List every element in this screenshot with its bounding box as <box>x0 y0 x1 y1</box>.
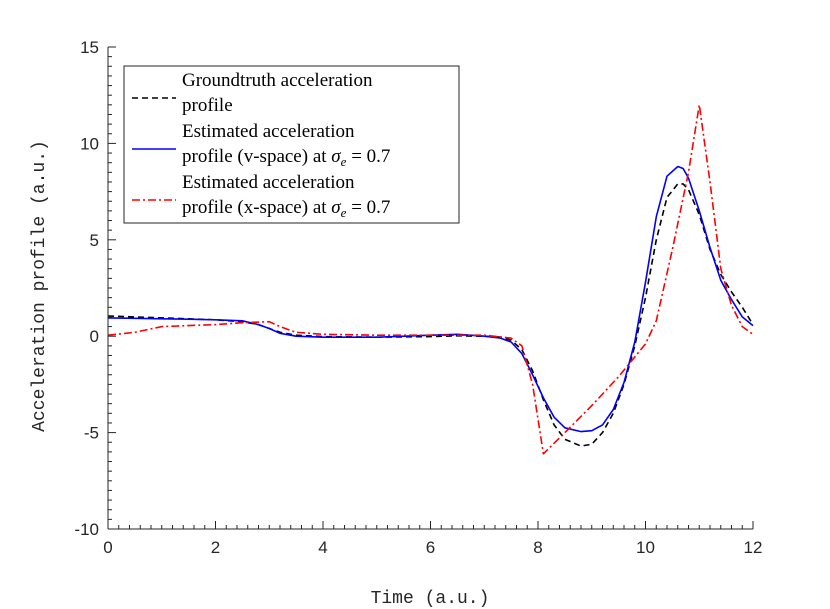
x-tick-label: 2 <box>211 538 220 557</box>
legend-label-0-line2: profile <box>182 95 233 116</box>
x-tick-label: 12 <box>744 538 763 557</box>
x-tick-label: 8 <box>533 538 542 557</box>
legend-label-2-line1: Estimated acceleration <box>182 172 355 193</box>
legend-label-1-line2: profile (v-space) at σe = 0.7 <box>182 146 390 169</box>
y-tick-label: 0 <box>90 327 99 346</box>
legend: Groundtruth acceleration profile Estimated… <box>123 65 460 224</box>
x-tick-label: 6 <box>426 538 435 557</box>
y-tick-label: 10 <box>80 134 99 153</box>
y-axis-label: Acceleration profile (a.u.) <box>30 140 50 432</box>
legend-label-1-line1: Estimated acceleration <box>182 121 355 142</box>
ticks: 0 2 4 6 8 10 12 -10 -5 0 5 10 15 <box>74 38 762 557</box>
legend-label-0-line1: Groundtruth acceleration <box>182 70 373 91</box>
legend-label-2-line2: profile (x-space) at σe = 0.7 <box>182 197 390 220</box>
x-tick-label: 0 <box>103 538 112 557</box>
y-tick-label: 15 <box>80 38 99 57</box>
series-line-1 <box>107 165 754 433</box>
legend-box <box>123 65 460 224</box>
plot-lines <box>107 104 754 455</box>
series-line-2 <box>107 104 754 455</box>
x-tick-label: 4 <box>318 538 327 557</box>
x-tick-label: 10 <box>636 538 655 557</box>
x-axis-label: Time (a.u.) <box>371 589 490 609</box>
y-tick-label: -10 <box>74 520 99 539</box>
y-tick-label: -5 <box>84 424 99 443</box>
series-line-0 <box>107 183 754 447</box>
y-tick-label: 5 <box>90 231 99 250</box>
